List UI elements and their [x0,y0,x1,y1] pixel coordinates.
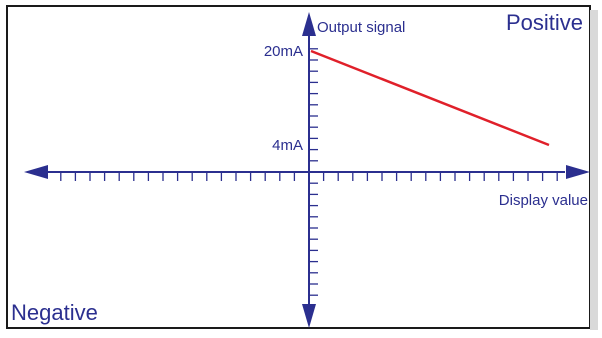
x-axis-title: Display value [499,192,588,209]
negative-label: Negative [11,300,98,325]
y-tick-label-4ma: 4mA [272,137,303,154]
frame-shadow-right [590,10,598,330]
y-tick-label-20ma: 20mA [264,43,303,60]
x-axis-ticks [60,172,558,181]
y-axis-title: Output signal [317,19,405,36]
positive-label: Positive [506,10,583,35]
y-axis-up-arrow [302,12,316,36]
chart-border [6,5,591,329]
x-axis-right-arrow [566,165,590,179]
output-signal-line [310,49,550,147]
y-axis-down-arrow [302,304,316,328]
x-axis-left-arrow [24,165,48,179]
y-axis-ticks [309,48,318,296]
